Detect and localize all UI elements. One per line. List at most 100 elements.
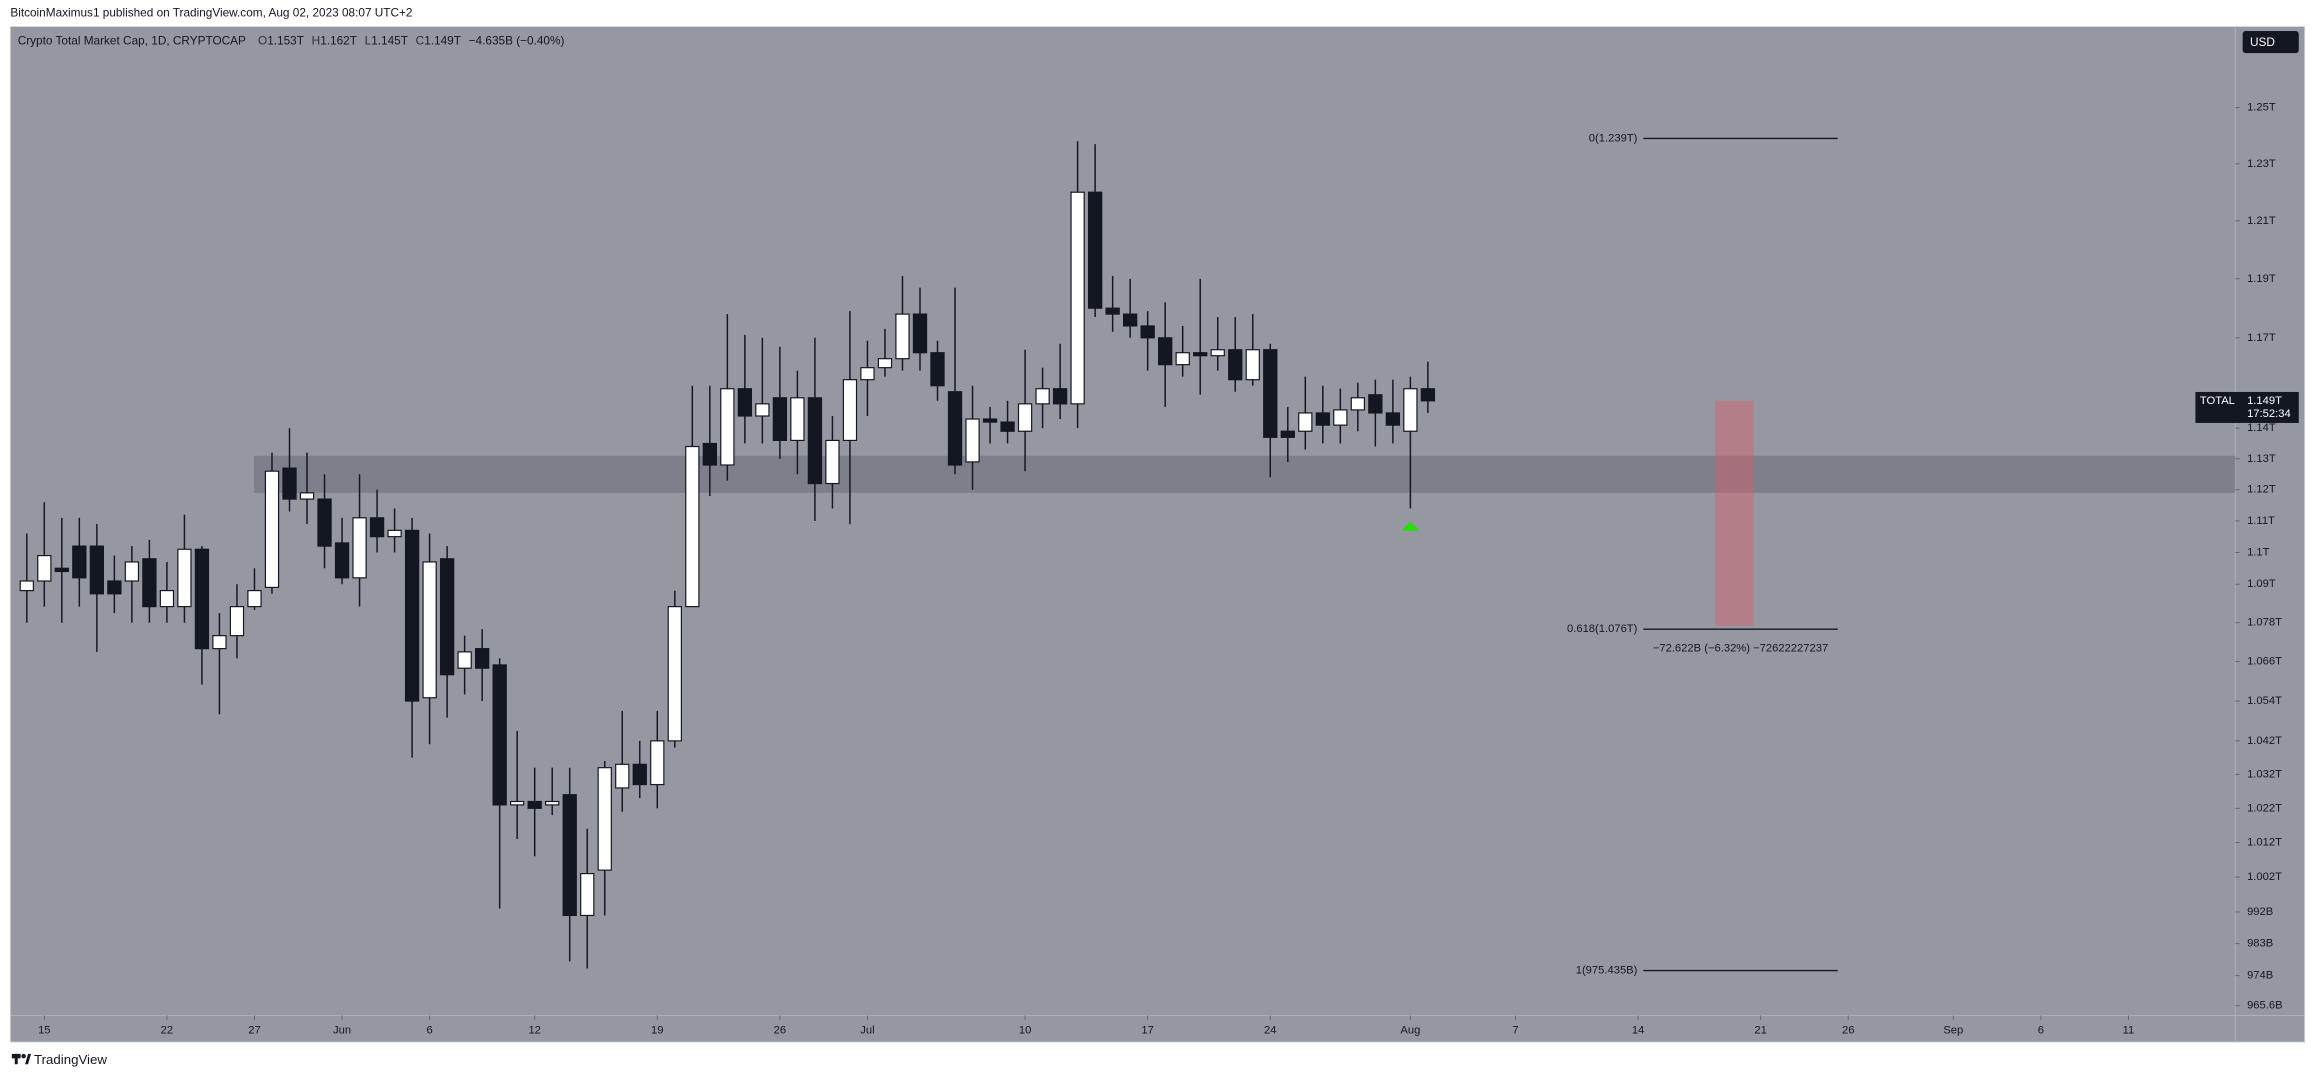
candle-body bbox=[1175, 352, 1190, 366]
candle-body bbox=[772, 397, 788, 441]
candle-body bbox=[89, 545, 105, 595]
candle-body bbox=[720, 388, 735, 466]
y-tick-label: 1.23T bbox=[2247, 158, 2276, 170]
x-tick-label: 6 bbox=[426, 1024, 432, 1036]
brand-name: TradingView bbox=[34, 1052, 107, 1067]
candle-body bbox=[562, 794, 577, 917]
candle-body bbox=[334, 542, 350, 579]
candle-body bbox=[1035, 388, 1050, 405]
logo-part bbox=[14, 1053, 18, 1065]
candle-body bbox=[229, 606, 245, 637]
y-tick-label: 1.11T bbox=[2247, 515, 2275, 527]
candle-body bbox=[615, 763, 630, 789]
x-tick-label: 11 bbox=[2123, 1024, 2135, 1036]
candle-body bbox=[1052, 388, 1068, 405]
x-tick-label: 19 bbox=[651, 1024, 663, 1036]
candle-body bbox=[457, 651, 472, 669]
candle-body bbox=[404, 529, 420, 702]
candle-body bbox=[19, 580, 34, 592]
candle-body bbox=[1087, 191, 1103, 309]
candle-body bbox=[142, 558, 157, 608]
candle-body bbox=[930, 352, 945, 387]
candle-body bbox=[1158, 337, 1173, 366]
candle-body bbox=[807, 397, 823, 485]
candle-body bbox=[1315, 412, 1330, 426]
plot-layer: 0(1.239T) 0.618(1.076T) 1(975.435B) −72.622… bbox=[19, 102, 2299, 1036]
candle-body bbox=[650, 740, 665, 786]
candle-body bbox=[1123, 313, 1138, 327]
candle-body bbox=[317, 498, 332, 547]
ohlc-value: 1.145T bbox=[371, 33, 408, 47]
fib-label: 0.618(1.076T) bbox=[1567, 623, 1638, 635]
candle-body bbox=[159, 590, 175, 608]
x-tick-label: 24 bbox=[1264, 1024, 1276, 1036]
x-tick-label: 7 bbox=[1512, 1024, 1518, 1036]
price-label-countdown: 17:52:34 bbox=[2247, 408, 2291, 420]
candle-body bbox=[510, 800, 525, 806]
candle-body bbox=[1280, 430, 1295, 438]
y-tick-label: 983B bbox=[2247, 938, 2273, 950]
y-tick-label: 1.1T bbox=[2247, 546, 2270, 558]
y-tick-label: 974B bbox=[2247, 970, 2273, 982]
y-tick-label: 1.078T bbox=[2247, 617, 2282, 629]
candle-body bbox=[947, 391, 963, 466]
brand-logo bbox=[11, 1053, 32, 1065]
candle-body bbox=[860, 367, 875, 381]
ohlc-key: O bbox=[258, 33, 267, 47]
y-tick-label: 1.022T bbox=[2247, 802, 2282, 814]
candle-body bbox=[825, 439, 840, 485]
candle-body bbox=[1017, 403, 1033, 432]
x-tick-label: Aug bbox=[1400, 1024, 1420, 1036]
candle-body bbox=[474, 648, 490, 669]
candle-body bbox=[1210, 349, 1225, 357]
publisher-line: BitcoinMaximus1 published on TradingView… bbox=[10, 5, 412, 19]
y-tick-label: 965.6B bbox=[2247, 1000, 2283, 1012]
candle-body bbox=[1350, 397, 1365, 411]
y-tick-label: 1.19T bbox=[2247, 273, 2276, 285]
ohlc-value: 1.153T bbox=[267, 33, 304, 47]
x-tick-label: 26 bbox=[1842, 1024, 1854, 1036]
x-tick-label: 14 bbox=[1632, 1024, 1644, 1036]
currency-label[interactable]: USD bbox=[2250, 35, 2275, 49]
fib-label: 0(1.239T) bbox=[1589, 132, 1638, 144]
change-value: −4.635B (−0.40%) bbox=[469, 33, 565, 47]
measure-label: −72.622B (−6.32%) −72622227237 bbox=[1653, 642, 1828, 654]
price-label-value: 1.149T bbox=[2247, 395, 2282, 407]
candle-body bbox=[1228, 349, 1243, 381]
x-tick-label: 6 bbox=[2038, 1024, 2044, 1036]
candle-body bbox=[667, 606, 682, 742]
y-tick-label: 1.13T bbox=[2247, 453, 2276, 465]
support-zone bbox=[253, 455, 2236, 493]
price-label-name: TOTAL bbox=[2200, 395, 2235, 407]
candle-body bbox=[580, 872, 595, 917]
y-tick-label: 1.054T bbox=[2247, 695, 2282, 707]
signal-arrow bbox=[1401, 521, 1420, 531]
candle-body bbox=[124, 561, 140, 582]
fib-label: 1(975.435B) bbox=[1576, 965, 1638, 977]
ohlc-value: 1.162T bbox=[320, 33, 357, 47]
y-tick-label: 1.09T bbox=[2247, 578, 2276, 590]
x-tick-label: 21 bbox=[1754, 1024, 1766, 1036]
candle-body bbox=[1333, 409, 1348, 426]
x-tick-label: 27 bbox=[248, 1024, 260, 1036]
y-tick-label: 1.14T bbox=[2247, 422, 2276, 434]
candle-body bbox=[1385, 412, 1401, 426]
candle-body bbox=[790, 397, 805, 441]
candle-body bbox=[282, 467, 297, 500]
x-tick-label: 12 bbox=[528, 1024, 540, 1036]
candle-body bbox=[545, 800, 560, 806]
y-tick-label: 1.12T bbox=[2247, 484, 2276, 496]
price-label-box bbox=[2195, 391, 2299, 423]
currency-button[interactable] bbox=[2242, 30, 2299, 54]
candle-body bbox=[299, 492, 315, 500]
x-tick-label: 17 bbox=[1141, 1024, 1153, 1036]
target-box bbox=[1715, 400, 1754, 626]
candle-body bbox=[1140, 325, 1155, 339]
candle-body bbox=[1245, 349, 1260, 381]
candle-body bbox=[1368, 394, 1383, 414]
y-tick-label: 1.066T bbox=[2247, 656, 2282, 668]
y-tick-label: 1.042T bbox=[2247, 735, 2282, 747]
y-tick-label: 1.002T bbox=[2247, 871, 2282, 883]
candle-body bbox=[177, 548, 192, 608]
